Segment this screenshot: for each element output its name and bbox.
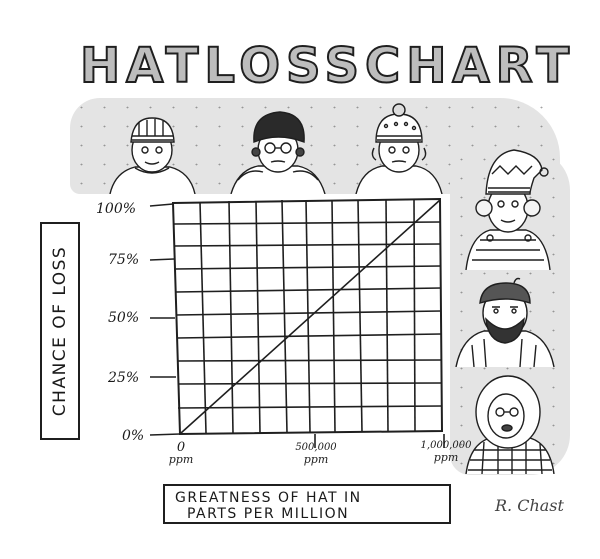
title-word-chart: CHART bbox=[364, 38, 576, 94]
person-earmuff-beanie-illustration bbox=[458, 140, 558, 270]
x-axis-label-box: GREATNESS OF HAT IN PARTS PER MILLION bbox=[163, 484, 451, 524]
chart-title: HAT LOSS CHART bbox=[79, 36, 570, 96]
title-word-loss: LOSS bbox=[203, 38, 366, 94]
x-tick-500000: 500,000 ppm bbox=[295, 442, 337, 466]
x-axis-label-line1: GREATNESS OF HAT IN bbox=[175, 490, 362, 506]
person-fur-hat-glasses-illustration bbox=[228, 108, 328, 194]
title-word-hat: HAT bbox=[79, 38, 205, 94]
y-tick-50: 50% bbox=[108, 310, 140, 326]
y-tick-75: 75% bbox=[108, 252, 140, 268]
data-line bbox=[180, 199, 441, 434]
y-axis-label-box: CHANCE OF LOSS bbox=[40, 222, 80, 440]
person-striped-beanie-illustration bbox=[105, 112, 200, 194]
artist-signature: R. Chast bbox=[495, 496, 564, 515]
person-hooded-plaid-coat-illustration bbox=[460, 370, 560, 474]
person-pompom-beanie-illustration bbox=[350, 100, 448, 194]
chart-grid bbox=[149, 197, 445, 448]
x-axis-label-line2: PARTS PER MILLION bbox=[187, 506, 350, 522]
y-tick-0: 0% bbox=[122, 428, 145, 444]
x-tick-0: 0 ppm bbox=[168, 440, 194, 466]
person-bearded-beret-illustration bbox=[452, 275, 558, 367]
y-tick-100: 100% bbox=[96, 201, 137, 217]
x-tick-1000000: 1,000,000 ppm bbox=[420, 440, 472, 464]
y-tick-25: 25% bbox=[108, 370, 140, 386]
